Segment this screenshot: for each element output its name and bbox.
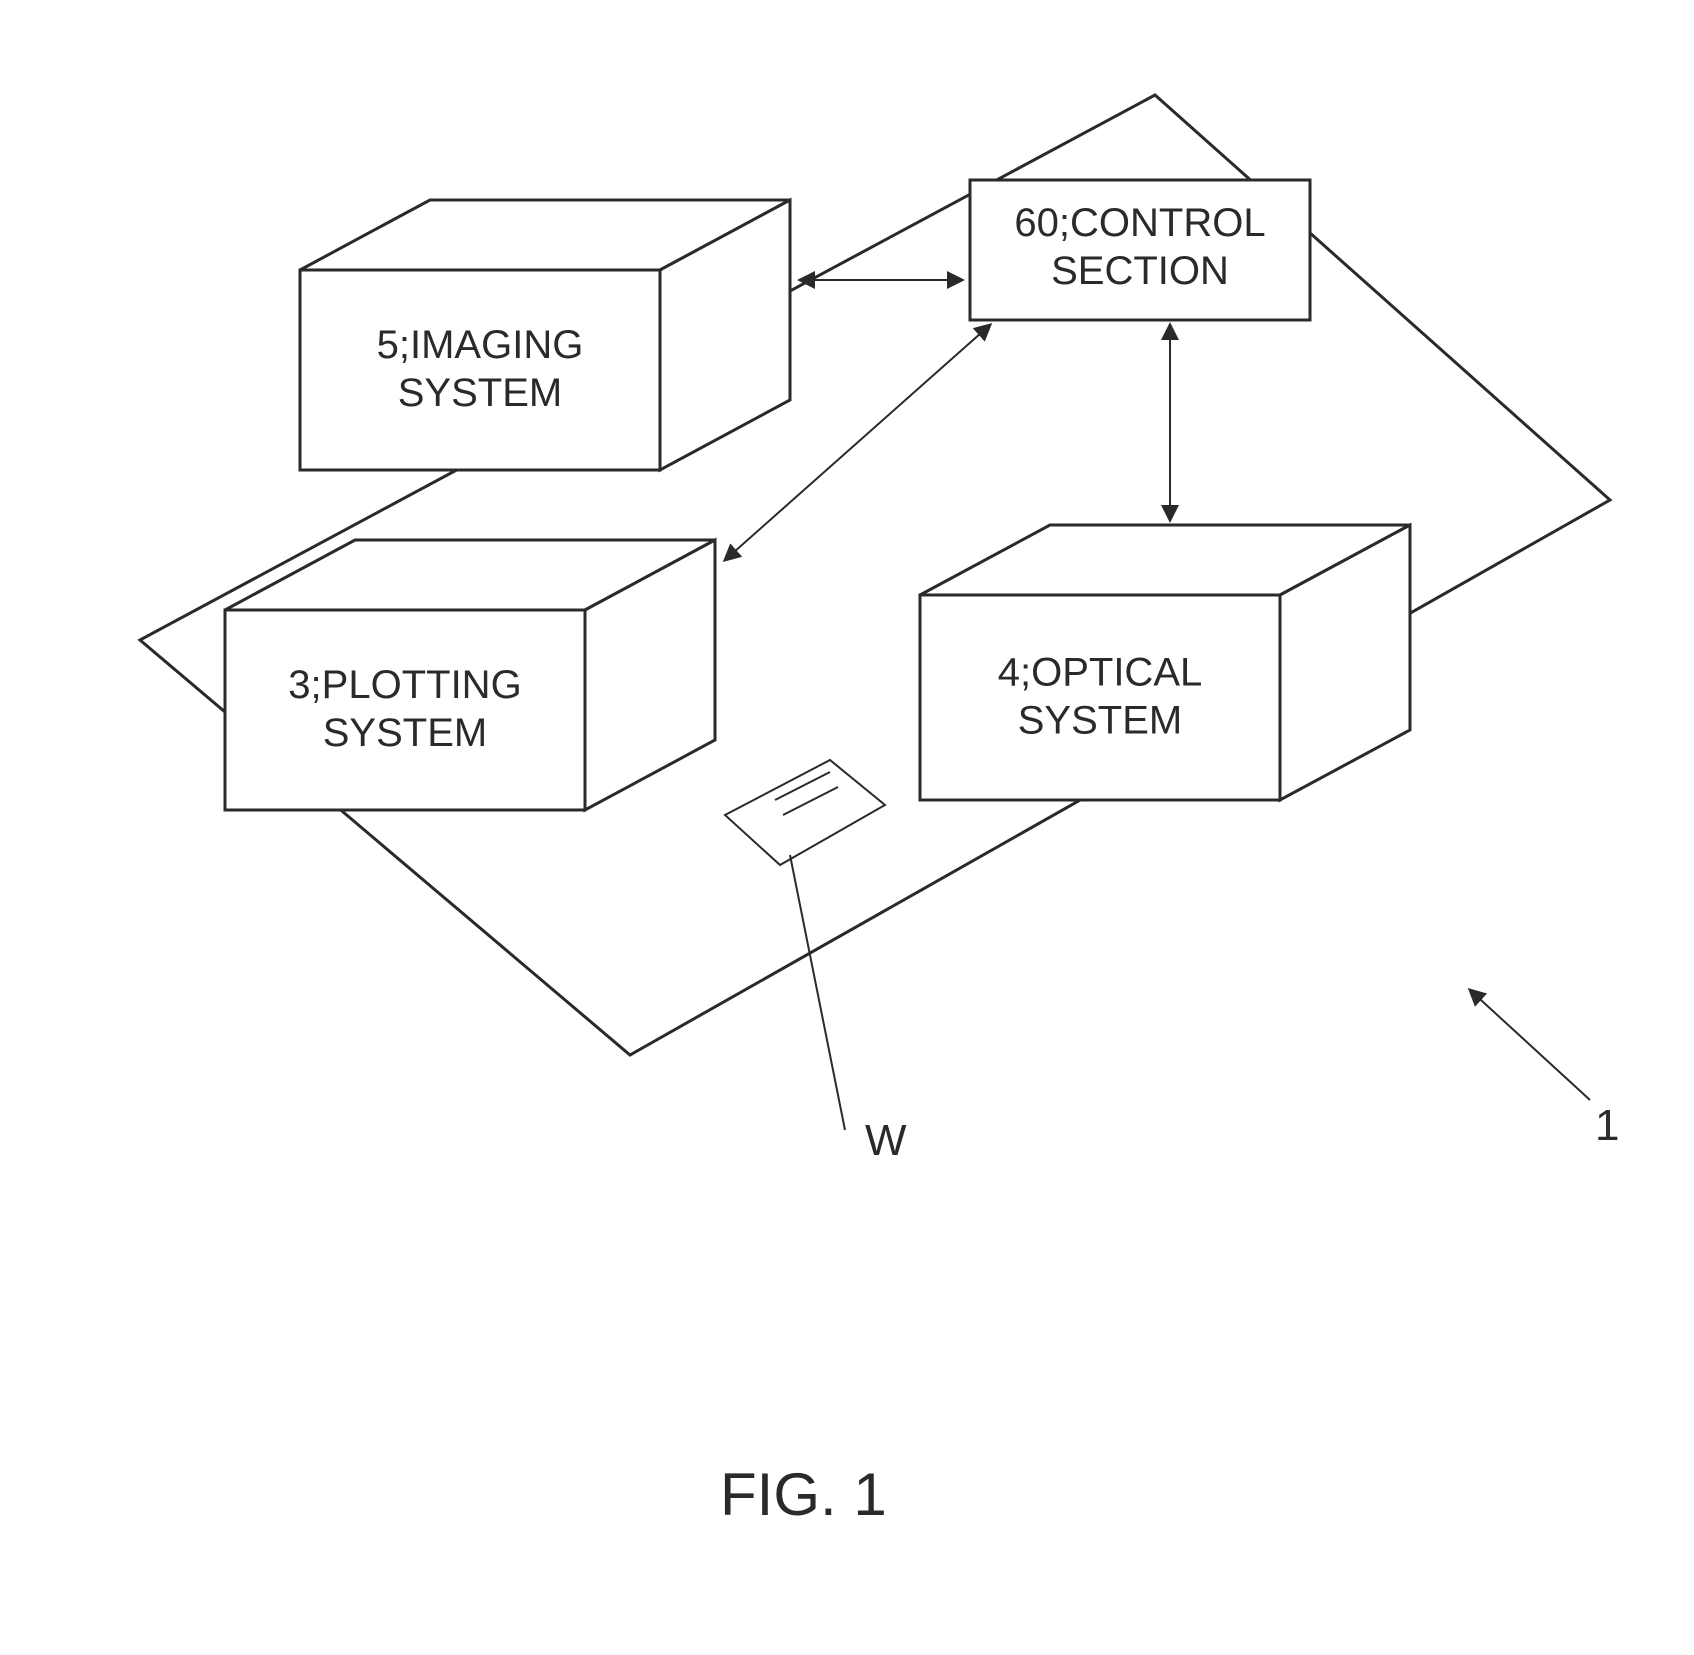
optical-system-box-label-2: SYSTEM (1018, 699, 1182, 743)
diagram-svg: 60;CONTROLSECTION5;IMAGINGSYSTEM3;PLOTTI… (0, 0, 1694, 1655)
wafer-leader (790, 855, 845, 1130)
plotting-system-box-front (225, 610, 585, 810)
wafer-shape (725, 760, 885, 865)
platform-leader (1470, 990, 1590, 1100)
diagram-stage: 60;CONTROLSECTION5;IMAGINGSYSTEM3;PLOTTI… (0, 0, 1694, 1655)
platform-label: 1 (1595, 1101, 1619, 1150)
control-section-label-1: 60;CONTROL (1014, 201, 1265, 245)
optical-system-box-front (920, 595, 1280, 800)
imaging-system-box-label-2: SYSTEM (398, 371, 562, 415)
imaging-system-box-label-1: 5;IMAGING (377, 323, 584, 367)
plotting-system-box-label-1: 3;PLOTTING (288, 663, 521, 707)
figure-caption: FIG. 1 (720, 1460, 887, 1529)
wafer-label: W (865, 1116, 907, 1165)
plotting-system-box-label-2: SYSTEM (323, 711, 487, 755)
optical-system-box-label-1: 4;OPTICAL (998, 651, 1203, 695)
control-section-label-2: SECTION (1051, 249, 1229, 293)
imaging-system-box-front (300, 270, 660, 470)
